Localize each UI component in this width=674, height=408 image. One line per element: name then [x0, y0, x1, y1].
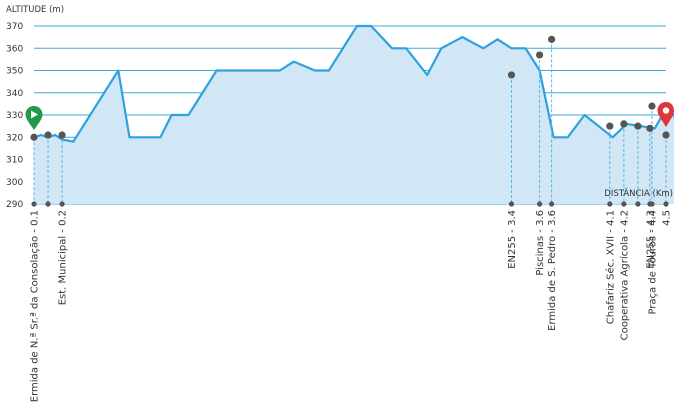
axis-marker [31, 201, 37, 207]
x-axis-label: 4.5 [662, 210, 673, 226]
x-axis-label: Cooperativa Agrícola - 4.2 [618, 210, 630, 340]
waypoint-marker [507, 71, 516, 79]
y-tick-label: 320 [6, 133, 23, 143]
y-tick-label: 340 [6, 89, 23, 99]
waypoint-guides [33, 39, 667, 204]
y-tick-label: 310 [6, 156, 23, 166]
waypoint-marker [662, 131, 670, 139]
x-axis-label: Est. Municipal - 0.2 [58, 210, 69, 305]
waypoint-marker [58, 131, 66, 139]
waypoint-marker [548, 35, 556, 43]
waypoint-marker [648, 102, 656, 110]
y-axis-title: ALTITUDE (m) [6, 5, 64, 15]
axis-marker [508, 201, 515, 207]
y-tick-label: 290 [6, 200, 23, 210]
axis-marker [621, 201, 627, 207]
axis-marker [537, 201, 543, 207]
elevation-profile [33, 24, 674, 204]
axis-marker [45, 201, 51, 207]
x-axis-labels: Ermida de N.ª Sr.ª da Consolação - 0.1 Es… [30, 210, 673, 402]
y-tick-label: 350 [6, 67, 23, 77]
axis-marker [549, 201, 555, 207]
elevation-area [34, 26, 674, 204]
axis-marker [607, 201, 613, 207]
waypoint-marker [536, 51, 544, 59]
start-pin-icon [25, 106, 43, 130]
x-axis-label: EN255 - 3.4 [507, 210, 518, 269]
y-axis-ticks: 290 300 310 320 330 340 350 360 370 [6, 22, 23, 210]
x-axis-label: Ermida de N.ª Sr.ª da Consolação - 0.1 [30, 210, 41, 402]
waypoint-marker [44, 131, 52, 139]
axis-marker [649, 201, 655, 207]
waypoint-marker [30, 133, 38, 141]
axis-marker [635, 201, 641, 207]
waypoint-marker [606, 122, 614, 130]
waypoint-marker [634, 122, 642, 130]
axis-marker [59, 201, 65, 207]
end-pin-icon [657, 102, 674, 127]
waypoint-markers [30, 35, 670, 207]
x-axis-title: DISTÂNCIA (Km) [604, 187, 673, 199]
y-tick-label: 360 [6, 44, 23, 54]
x-axis-label: Chafariz Séc. XVII - 4.1 [604, 210, 616, 324]
waypoint-marker [646, 124, 654, 132]
y-tick-label: 300 [6, 178, 23, 188]
y-tick-label: 330 [6, 111, 23, 121]
axis-marker [663, 201, 669, 207]
y-tick-label: 370 [6, 22, 23, 32]
x-axis-label: Praça de Touros - 4.4 [648, 210, 659, 315]
x-axis-label: EN255 - 4.3 [645, 210, 656, 269]
elevation-line [33, 24, 674, 143]
x-axis-label: Ermida de S. Pedro - 3.6 [547, 210, 558, 331]
x-axis-label: Piscinas - 3.6 [535, 210, 546, 276]
waypoint-marker [620, 120, 628, 128]
